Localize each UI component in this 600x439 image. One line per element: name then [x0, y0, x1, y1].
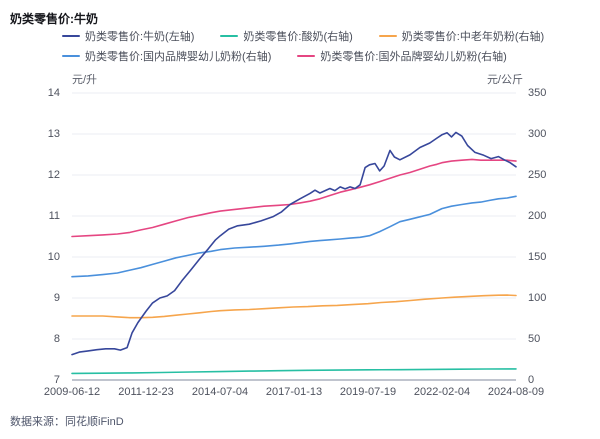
left-axis-tick-label: 10	[47, 251, 60, 263]
left-axis-tick-label: 9	[53, 292, 60, 304]
series-line	[71, 158, 517, 238]
x-axis-tick-label: 2024-08-09	[487, 386, 545, 398]
legend-item[interactable]: 奶类零售价:牛奶(左轴)	[62, 29, 195, 43]
right-axis-tick-label: 250	[528, 169, 547, 181]
legend-label: 奶类零售价:牛奶(左轴)	[85, 30, 195, 43]
left-axis-tick-label: 13	[47, 128, 60, 140]
x-axis-tick-label: 2009-06-12	[43, 386, 101, 398]
legend-label: 奶类零售价:国外品牌婴幼儿奶粉(右轴)	[320, 50, 507, 63]
right-axis-tick-label: 350	[528, 87, 547, 99]
series-line	[71, 195, 517, 278]
right-axis-tick-label: 50	[528, 333, 541, 345]
x-axis-tick-label: 2017-01-13	[265, 386, 323, 398]
x-axis-tick-label: 2014-07-04	[191, 386, 249, 398]
right-axis-tick-label: 300	[528, 128, 547, 140]
right-axis-tick-label: 100	[528, 292, 547, 304]
right-axis-tick-label: 150	[528, 251, 547, 263]
legend-item[interactable]: 奶类零售价:国内品牌婴幼儿奶粉(右轴)	[62, 49, 272, 63]
legend: 奶类零售价:牛奶(左轴) 奶类零售价:酸奶(右轴) 奶类零售价:中老年奶粉(右轴) 奶…	[62, 29, 586, 63]
legend-line-marker	[62, 34, 80, 37]
legend-line-marker	[297, 54, 316, 57]
legend-label: 奶类零售价:中老年奶粉(右轴)	[401, 30, 545, 43]
x-axis-tick-label: 2011-12-23	[118, 386, 174, 398]
right-axis-tick-label: 0	[528, 374, 535, 386]
right-axis-tick-label: 200	[528, 210, 547, 222]
chart-title: 奶类零售价:牛奶	[10, 12, 98, 26]
data-source-note: 数据来源：同花顺iFinD	[10, 416, 124, 428]
left-axis-tick-label: 12	[47, 169, 60, 181]
left-axis-unit-label: 元/升	[72, 74, 98, 86]
left-axis-tick-label: 14	[47, 87, 60, 99]
legend-line-marker	[62, 54, 80, 57]
series-line	[71, 368, 517, 375]
legend-item[interactable]: 奶类零售价:酸奶(右轴)	[220, 29, 353, 43]
legend-line-marker	[220, 34, 239, 37]
x-axis-tick-label: 2022-02-04	[413, 386, 471, 398]
legend-item[interactable]: 奶类零售价:中老年奶粉(右轴)	[378, 29, 545, 43]
x-axis-tick-label: 2019-07-19	[339, 386, 397, 398]
legend-label: 奶类零售价:酸奶(右轴)	[243, 30, 353, 43]
legend-item[interactable]: 奶类零售价:国外品牌婴幼儿奶粉(右轴)	[297, 49, 507, 63]
series-line	[71, 294, 517, 319]
series-line	[71, 131, 517, 356]
legend-line-marker	[378, 34, 397, 37]
legend-label: 奶类零售价:国内品牌婴幼儿奶粉(右轴)	[85, 50, 272, 63]
left-axis-tick-label: 7	[53, 374, 60, 386]
right-axis-unit-label: 元/公斤	[486, 74, 523, 86]
left-axis-tick-label: 8	[53, 333, 60, 345]
left-axis-tick-label: 11	[48, 210, 60, 222]
